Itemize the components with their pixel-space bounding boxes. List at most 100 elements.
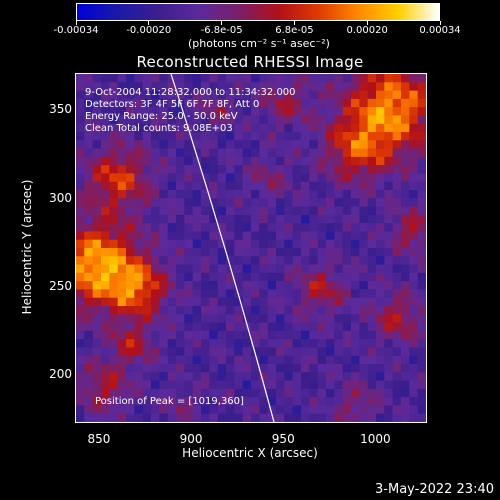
heatmap-cell	[176, 231, 185, 241]
heatmap-cell	[167, 380, 177, 390]
heatmap-cell	[317, 165, 327, 174]
y-axis-label: Heliocentric Y (arcsec)	[20, 179, 34, 315]
heatmap-cell	[276, 256, 285, 265]
heatmap-cell	[76, 74, 85, 83]
heatmap-cell	[167, 364, 177, 373]
heatmap-cell	[151, 339, 160, 348]
heatmap-cell	[134, 156, 144, 166]
heatmap-cell	[376, 413, 385, 422]
heatmap-cell	[209, 148, 219, 158]
heatmap-cell	[126, 272, 135, 282]
heatmap-cell	[209, 347, 219, 357]
heatmap-cell	[151, 272, 160, 282]
heatmap-cell	[109, 272, 119, 282]
heatmap-cell	[151, 355, 160, 365]
heatmap-cell	[226, 107, 235, 116]
heatmap-cell	[176, 248, 185, 257]
heatmap-cell	[367, 289, 377, 299]
heatmap-cell	[284, 173, 294, 183]
heatmap-cell	[209, 297, 219, 307]
heatmap-cell	[409, 256, 419, 265]
x-tick-label: 1000	[360, 432, 391, 446]
heatmap-cell	[226, 82, 235, 91]
heatmap-cell	[326, 355, 335, 365]
heatmap-cell	[167, 322, 177, 332]
heatmap-cell	[159, 306, 169, 315]
heatmap-cell	[126, 405, 135, 415]
heatmap-cell	[92, 156, 102, 166]
heatmap-cell	[392, 239, 402, 249]
heatmap-cell	[409, 248, 419, 257]
heatmap-cell	[326, 140, 335, 149]
heatmap-cell	[359, 297, 369, 307]
heatmap-cell	[326, 380, 335, 390]
heatmap-cell	[301, 82, 310, 91]
heatmap-cell	[217, 272, 227, 282]
heatmap-cell	[351, 140, 360, 149]
heatmap-cell	[367, 190, 377, 199]
heatmap-cell	[292, 206, 302, 216]
heatmap-cell	[392, 115, 402, 125]
heatmap-cell	[234, 306, 244, 315]
heatmap-cell	[117, 306, 127, 315]
heatmap-cell	[334, 90, 344, 100]
heatmap-cell	[367, 148, 377, 158]
heatmap-cell	[109, 98, 119, 108]
heatmap-cell	[142, 281, 152, 290]
heatmap-cell	[284, 107, 294, 116]
heatmap-cell	[317, 355, 327, 365]
heatmap-cell	[217, 248, 227, 257]
heatmap-cell	[292, 322, 302, 332]
heatmap-cell	[284, 115, 294, 125]
heatmap-cell	[84, 281, 94, 290]
heatmap-cell	[167, 347, 177, 357]
heatmap-cell	[367, 140, 377, 149]
heatmap-cell	[176, 355, 185, 365]
heatmap-cell	[184, 190, 194, 199]
heatmap-cell	[251, 330, 260, 340]
heatmap-cell	[309, 264, 319, 274]
heatmap-cell	[384, 388, 394, 398]
heatmap-cell	[392, 223, 402, 232]
heatmap-cell	[309, 231, 319, 241]
heatmap-cell	[151, 90, 160, 100]
heatmap-cell	[301, 355, 310, 365]
heatmap-cell	[201, 231, 210, 241]
heatmap-cell	[351, 397, 360, 406]
heatmap-cell	[109, 289, 119, 299]
heatmap-cell	[351, 223, 360, 232]
heatmap-cell	[301, 306, 310, 315]
heatmap-cell	[192, 173, 202, 183]
heatmap-cell	[176, 314, 185, 323]
heatmap-cell	[301, 231, 310, 241]
heatmap-cell	[234, 397, 244, 406]
heatmap-cell	[184, 397, 194, 406]
heatmap-cell	[392, 289, 402, 299]
heatmap-cell	[334, 140, 344, 149]
heatmap-cell	[334, 214, 344, 224]
heatmap-cell	[359, 248, 369, 257]
heatmap-cell	[417, 190, 426, 199]
heatmap-cell	[109, 397, 119, 406]
heatmap-cell	[234, 173, 244, 183]
heatmap-cell	[259, 388, 269, 398]
heatmap-cell	[134, 231, 144, 241]
heatmap-cell	[92, 140, 102, 149]
heatmap-cell	[401, 206, 410, 216]
heatmap-cell	[259, 90, 269, 100]
heatmap-cell	[276, 272, 285, 282]
heatmap-cell	[176, 123, 185, 133]
heatmap-cell	[409, 372, 419, 381]
heatmap-cell	[176, 405, 185, 415]
heatmap-cell	[226, 214, 235, 224]
heatmap-cell	[292, 347, 302, 357]
heatmap-cell	[176, 214, 185, 224]
heatmap-cell	[384, 181, 394, 191]
heatmap-cell	[242, 181, 252, 191]
heatmap-cell	[217, 397, 227, 406]
heatmap-cell	[126, 248, 135, 257]
heatmap-cell	[184, 322, 194, 332]
heatmap-cell	[376, 347, 385, 357]
heatmap-cell	[276, 264, 285, 274]
heatmap-cell	[301, 372, 310, 381]
